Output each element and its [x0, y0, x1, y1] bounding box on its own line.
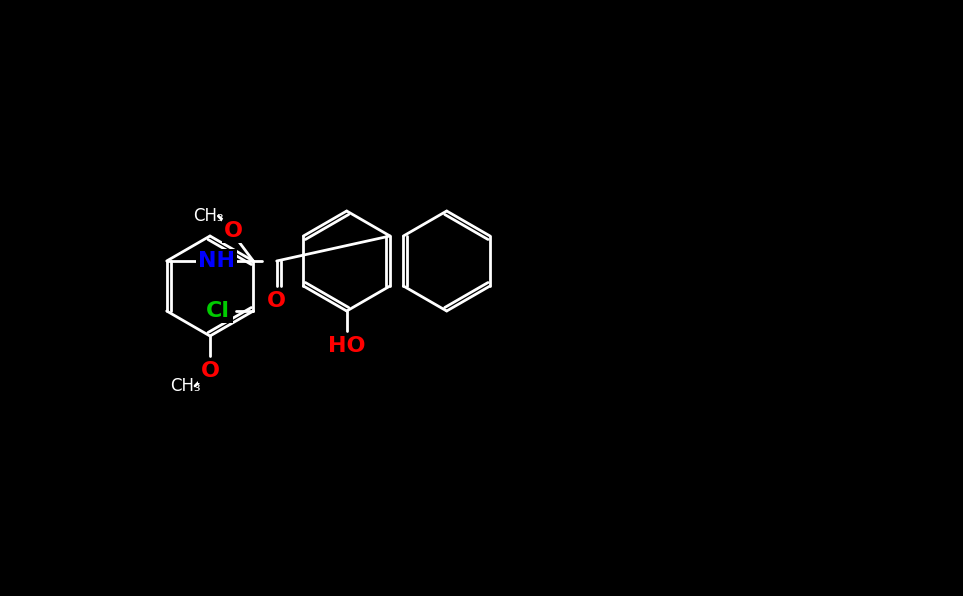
Text: O: O [267, 291, 286, 311]
Text: CH₃: CH₃ [169, 377, 200, 395]
Text: HO: HO [328, 336, 365, 356]
Text: NH: NH [198, 251, 235, 271]
Text: CH₃: CH₃ [193, 207, 223, 225]
Text: O: O [223, 221, 243, 241]
Text: O: O [200, 361, 220, 381]
Text: Cl: Cl [206, 301, 230, 321]
